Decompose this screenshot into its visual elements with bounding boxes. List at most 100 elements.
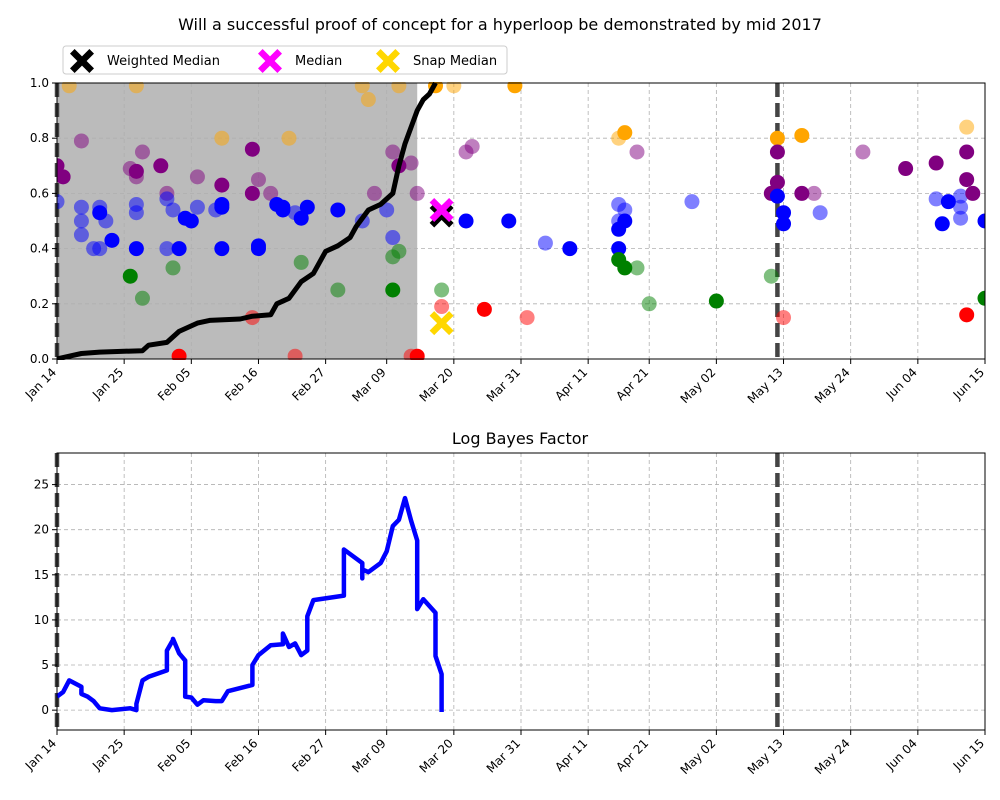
prediction-point [928,155,944,171]
y-tick-label: 0 [41,703,49,717]
prediction-point [898,161,914,177]
snap-median-marker [429,311,454,336]
prediction-point [366,185,382,201]
prediction-point [330,202,346,218]
prediction-point [104,232,120,248]
x-tick-label: Feb 05 [155,736,193,774]
weighted-median-marker [429,203,454,228]
prediction-point [501,213,517,229]
x-tick-label: Mar 09 [349,736,388,775]
prediction-point [959,307,975,323]
prediction-point [763,268,779,284]
y-tick-label: 0.2 [30,297,49,311]
prediction-point [855,144,871,160]
prediction-point [434,299,450,315]
prediction-point [812,205,828,221]
prediction-point [250,172,266,188]
x-tick-label: Mar 20 [417,365,456,404]
prediction-point [794,127,810,143]
prediction-point [391,243,407,259]
median-marker [429,198,454,222]
prediction-point [57,194,65,210]
prediction-point [458,213,474,229]
x-tick-label: May 02 [678,365,719,406]
prediction-point [250,241,266,257]
prediction-point [330,282,346,298]
x-tick-label: Mar 31 [484,736,523,775]
prediction-point [476,301,492,317]
x-tick-label: Jun 15 [950,736,987,773]
bottom-plot-area: Jan 14 Jan 25 Feb 05 Feb 16 Feb 27 Mar 09 Mar … [22,452,987,777]
x-tick-label: May 24 [812,365,853,406]
prediction-points [57,82,985,360]
prediction-point [446,82,462,94]
x-tick-label: Apr 11 [552,736,590,774]
log-bayes-factor-line [55,495,444,713]
prediction-point [769,174,785,190]
prediction-point [959,119,975,135]
x-tick-label: Apr 21 [613,365,651,403]
prediction-point [409,348,425,360]
x-tick-label: May 24 [812,736,853,777]
prediction-point [934,216,950,232]
prediction-point [385,230,401,246]
legend-marker-snap-median [376,49,400,73]
prediction-point [214,177,230,193]
prediction-point [794,185,810,201]
x-tick-label: Feb 16 [222,365,260,403]
y-tick-label: 0.6 [30,186,49,200]
prediction-point [611,221,627,237]
prediction-point [73,213,89,229]
x-tick-label: Jun 04 [883,365,920,402]
prediction-point [189,169,205,185]
prediction-point [953,199,969,215]
prediction-point [128,205,144,221]
cumulative-line [57,82,438,360]
prediction-point [293,210,309,226]
prediction-point [385,282,401,298]
prediction-point [165,260,181,276]
prediction-point [806,185,822,201]
prediction-point [959,144,975,160]
prediction-point [299,199,315,215]
y-tick-label: 25 [34,478,49,492]
prediction-point [92,241,108,257]
x-tick-label: Mar 20 [417,736,456,775]
prediction-point [128,241,144,257]
legend-label: Weighted Median [107,54,220,69]
prediction-point [769,144,785,160]
prediction-point [977,290,985,306]
prediction-point [244,185,260,201]
prediction-point [73,227,89,243]
prediction-point [507,82,523,94]
prediction-point [769,188,785,204]
x-tick-label: Feb 16 [222,736,260,774]
prediction-point [403,155,419,171]
top-plot-area: Jan 14 Jan 25 Feb 05 Feb 16 Feb 27 Mar 09 Mar … [22,76,987,406]
prediction-point [73,199,89,215]
prediction-point [617,125,633,141]
x-tick-label: Mar 09 [349,365,388,404]
x-tick-label: Jan 14 [22,365,59,402]
x-tick-label: Feb 05 [155,365,193,403]
bottom-chart-title: Log Bayes Factor [452,429,589,448]
prediction-point [134,144,150,160]
plot-frame [56,452,986,731]
prediction-point [617,260,633,276]
prediction-point [98,213,114,229]
x-tick-label: May 13 [745,736,786,777]
prediction-point [171,348,187,360]
prediction-point [354,82,370,94]
prediction-point [61,82,77,94]
prediction-point [189,199,205,215]
prediction-point [244,141,260,157]
prediction-point [122,268,138,284]
prediction-point [977,213,985,229]
x-tick-label: Apr 21 [613,736,651,774]
legend: Weighted Median Median Snap Median [62,45,508,75]
prediction-point [159,241,175,257]
prediction-point [214,199,230,215]
legend-marker-weighted-median [70,49,94,73]
prediction-point [928,191,944,207]
prediction-point [360,92,376,108]
